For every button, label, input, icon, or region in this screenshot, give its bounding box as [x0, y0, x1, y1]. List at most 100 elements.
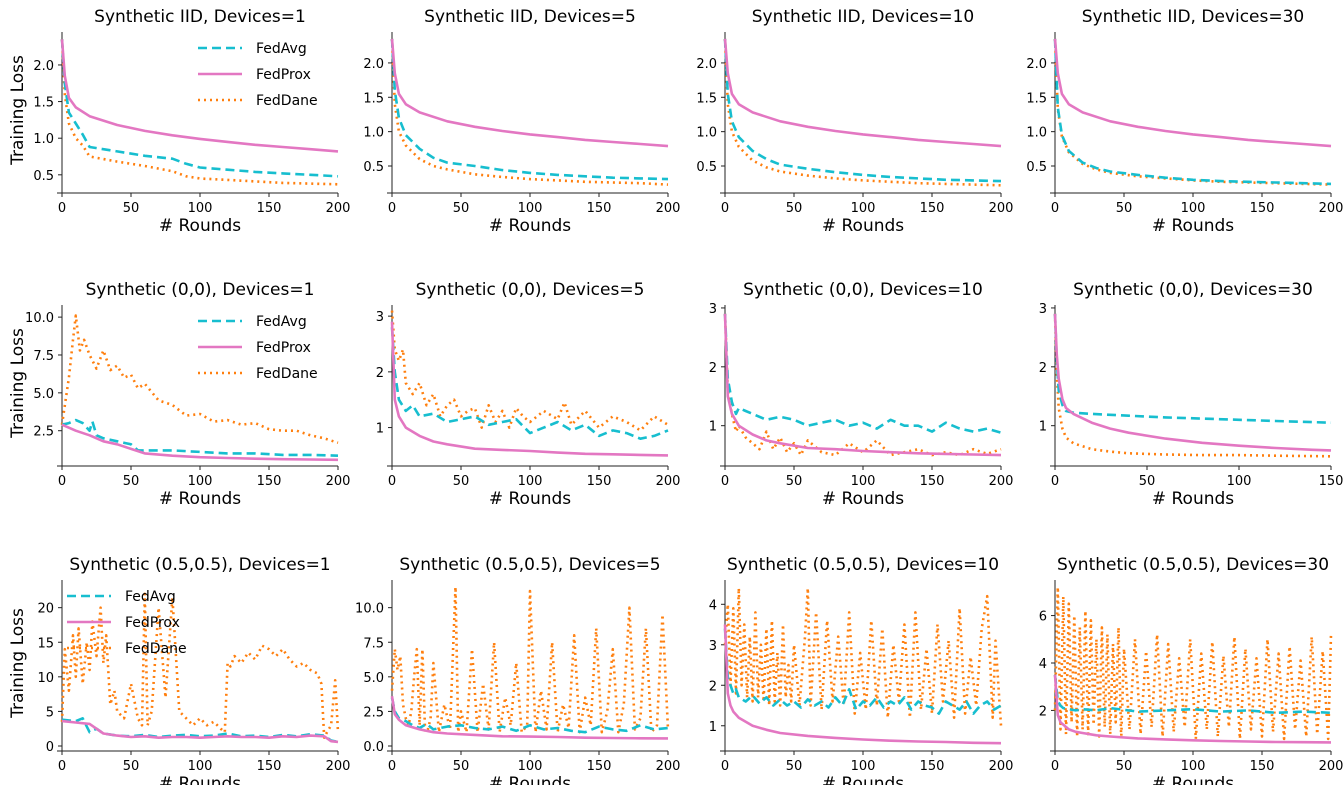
legend-label: FedDane — [256, 366, 318, 382]
x-tick-label: 150 — [920, 201, 945, 216]
y-tick-label: 2 — [1039, 361, 1047, 376]
subplot-8: Synthetic (0,0), Devices=30 0 50 100 150 1 2 3 #… — [1039, 280, 1344, 509]
x-tick-label: 0 — [1051, 474, 1059, 489]
series-line-fedprox — [1055, 39, 1331, 146]
x-tick-label: 150 — [257, 201, 282, 216]
y-tick-label: 3 — [709, 639, 717, 654]
subplot-1: Synthetic IID, Devices=1 0 50 100 150 200 0.5 1… — [8, 7, 350, 236]
x-tick-label: 100 — [851, 759, 876, 774]
x-tick-label: 50 — [123, 759, 140, 774]
y-tick-label: 7.5 — [33, 349, 54, 364]
subplot-title: Synthetic IID, Devices=10 — [752, 7, 974, 27]
subplot-3: Synthetic IID, Devices=100 50 100 150 2000.5… — [696, 7, 1013, 236]
x-tick-label: 200 — [989, 201, 1014, 216]
series-line-fedavg — [62, 420, 338, 456]
series-line-feddane — [725, 314, 1001, 455]
x-tick-label: 0 — [58, 759, 66, 774]
y-tick-label: 10 — [37, 671, 54, 686]
y-tick-label: 7.5 — [363, 636, 384, 651]
x-tick-label: 150 — [920, 759, 945, 774]
series-line-feddane — [392, 39, 668, 185]
legend-label: FedAvg — [256, 41, 307, 57]
x-tick-label: 0 — [1051, 759, 1059, 774]
x-tick-label: 100 — [1181, 759, 1206, 774]
series-line-feddane — [1055, 587, 1331, 739]
x-tick-label: 200 — [326, 201, 351, 216]
y-tick-label: 2.0 — [363, 57, 384, 72]
x-tick-label: 200 — [656, 201, 681, 216]
y-tick-label: 6 — [1039, 610, 1047, 625]
x-tick-label: 100 — [1227, 474, 1252, 489]
legend: FedAvg FedProx FedDane — [198, 41, 318, 109]
subplot-7: Synthetic (0,0), Devices=100 50 100 150 2001… — [709, 280, 1014, 509]
series-line-fedavg — [392, 39, 668, 179]
x-tick-label: 50 — [453, 201, 470, 216]
x-tick-label: 100 — [851, 201, 876, 216]
y-tick-label: 0.5 — [363, 160, 384, 175]
series-line-fedprox — [392, 39, 668, 146]
x-tick-label: 200 — [656, 759, 681, 774]
y-tick-label: 2 — [1039, 704, 1047, 719]
series-line-fedprox — [392, 322, 668, 456]
legend: FedAvg FedProx FedDane — [198, 314, 318, 382]
x-tick-label: 100 — [518, 759, 543, 774]
y-tick-label: 5.0 — [363, 671, 384, 686]
y-axis-label: Training Loss — [8, 55, 28, 166]
y-axis-label: Training Loss — [8, 328, 28, 439]
y-tick-label: 1 — [709, 420, 717, 435]
y-tick-label: 4 — [709, 598, 717, 613]
y-tick-label: 1.5 — [1026, 91, 1047, 106]
legend-label: FedAvg — [256, 314, 307, 330]
legend-label: FedProx — [256, 67, 311, 83]
x-tick-label: 0 — [388, 201, 396, 216]
y-tick-label: 10.0 — [25, 311, 54, 326]
series-line-feddane — [725, 588, 1001, 726]
x-tick-label: 150 — [1250, 201, 1275, 216]
x-tick-label: 200 — [1319, 759, 1344, 774]
x-tick-label: 0 — [58, 201, 66, 216]
subplot-10: Synthetic (0.5,0.5), Devices=50 50 100 150 2… — [355, 555, 680, 785]
y-tick-label: 2.5 — [33, 425, 54, 440]
x-tick-label: 150 — [587, 759, 612, 774]
series-line-fedprox — [62, 721, 338, 742]
x-tick-label: 50 — [786, 474, 803, 489]
y-tick-label: 2.0 — [1026, 57, 1047, 72]
x-tick-label: 200 — [989, 474, 1014, 489]
x-tick-label: 100 — [518, 201, 543, 216]
y-tick-label: 1 — [1039, 420, 1047, 435]
y-tick-label: 4 — [1039, 657, 1047, 672]
y-tick-label: 1.0 — [363, 126, 384, 141]
legend-label: FedProx — [256, 340, 311, 356]
y-tick-label: 5 — [46, 705, 54, 720]
x-axis-label: # Rounds — [159, 216, 241, 236]
series-line-fedavg — [725, 39, 1001, 181]
x-tick-label: 200 — [1319, 201, 1344, 216]
x-tick-label: 50 — [123, 201, 140, 216]
x-tick-label: 100 — [851, 474, 876, 489]
x-tick-label: 0 — [58, 474, 66, 489]
x-tick-label: 100 — [188, 759, 213, 774]
subplot-title: Synthetic (0,0), Devices=5 — [416, 280, 645, 300]
x-tick-label: 200 — [656, 474, 681, 489]
x-tick-label: 100 — [188, 201, 213, 216]
y-tick-label: 0.5 — [696, 160, 717, 175]
x-tick-label: 50 — [786, 759, 803, 774]
series-line-feddane — [1055, 314, 1331, 457]
x-axis-label: # Rounds — [489, 216, 571, 236]
x-tick-label: 150 — [1319, 474, 1344, 489]
x-tick-label: 200 — [326, 474, 351, 489]
y-tick-label: 1.0 — [1026, 126, 1047, 141]
y-tick-label: 2 — [709, 679, 717, 694]
x-tick-label: 0 — [388, 759, 396, 774]
y-tick-label: 5.0 — [33, 387, 54, 402]
subplot-title: Synthetic IID, Devices=1 — [94, 7, 306, 27]
series-line-feddane — [725, 39, 1001, 185]
x-tick-label: 50 — [1139, 474, 1156, 489]
legend-label: FedDane — [256, 93, 318, 109]
x-tick-label: 0 — [388, 474, 396, 489]
x-axis-label: # Rounds — [1152, 216, 1234, 236]
x-tick-label: 50 — [786, 201, 803, 216]
series-line-feddane — [392, 587, 668, 732]
x-axis-label: # Rounds — [159, 774, 241, 785]
